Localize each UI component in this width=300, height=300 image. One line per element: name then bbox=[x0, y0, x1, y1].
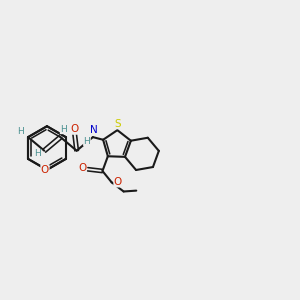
Text: H: H bbox=[34, 149, 41, 158]
Text: O: O bbox=[41, 165, 49, 175]
Text: H: H bbox=[60, 125, 67, 134]
Text: O: O bbox=[114, 177, 122, 187]
Text: N: N bbox=[90, 125, 98, 135]
Text: O: O bbox=[70, 124, 79, 134]
Text: H: H bbox=[84, 136, 90, 146]
Text: O: O bbox=[78, 164, 86, 173]
Text: S: S bbox=[114, 119, 121, 129]
Text: H: H bbox=[17, 127, 24, 136]
